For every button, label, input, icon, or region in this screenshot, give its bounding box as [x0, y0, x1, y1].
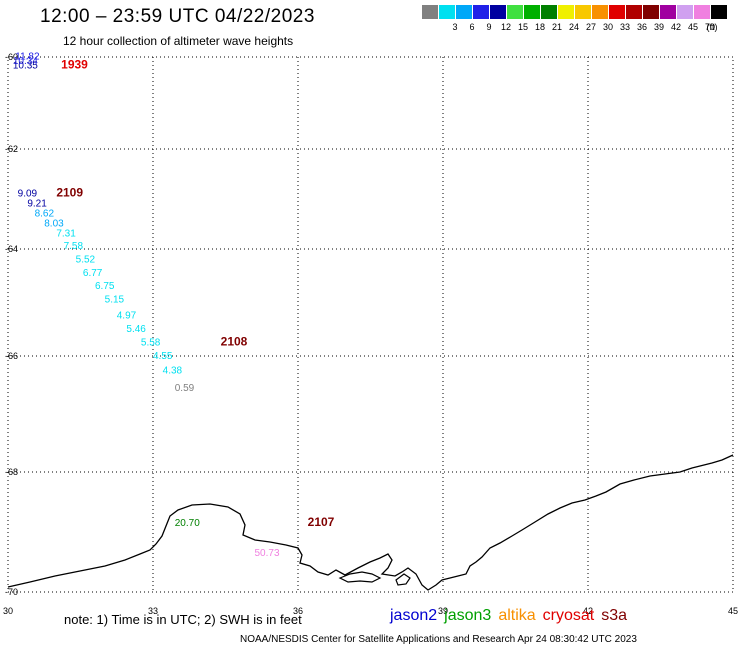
units-note: note: 1) Time is in UTC; 2) SWH is in fe… — [64, 612, 302, 627]
scale-swatch — [694, 5, 710, 19]
lon-tick-label: 42 — [583, 606, 593, 616]
lat-tick-label: -70 — [5, 587, 18, 597]
scale-label: 18 — [534, 22, 545, 32]
map-subtitle: 12 hour collection of altimeter wave hei… — [63, 34, 294, 48]
wave-height-label: 11.82 — [15, 51, 40, 62]
pass-time-label: 2107 — [308, 515, 335, 529]
wave-height-label: 9.21 — [27, 199, 47, 210]
island-outline — [338, 571, 382, 583]
wave-height-label: 10.35 — [13, 61, 38, 72]
pass-time-label: 2109 — [56, 186, 83, 200]
scale-label: 12 — [500, 22, 511, 32]
scale-swatch — [456, 5, 472, 19]
wave-height-label: 5.46 — [126, 324, 146, 335]
satellite-legend: jason2 jason3 altika cryosat s3a — [390, 607, 634, 625]
scale-swatch — [490, 5, 506, 19]
satellite-name: altika — [498, 607, 536, 624]
wave-height-label: 8.62 — [35, 209, 55, 220]
pass-time-label: 2108 — [221, 334, 248, 348]
wave-height-label: 7.31 — [56, 229, 76, 240]
scale-swatch — [507, 5, 523, 19]
scale-label: 70 — [704, 22, 715, 32]
map-frame — [7, 56, 734, 593]
wave-height-label: 5.52 — [76, 254, 96, 265]
wave-height-label: 9.09 — [18, 189, 38, 200]
scale-swatch — [422, 5, 438, 19]
pass-time-labels: 1939 2109 2108 2107 — [56, 58, 334, 530]
scale-swatch — [558, 5, 574, 19]
credit-line: NOAA/NESDIS Center for Satellite Applica… — [240, 634, 637, 645]
scale-label: 21 — [551, 22, 562, 32]
lat-tick-label: -64 — [5, 244, 18, 254]
coastline — [7, 454, 734, 591]
scale-label: 3 — [452, 22, 458, 32]
scale-swatch — [677, 5, 693, 19]
wave-height-label: 20.70 — [175, 518, 200, 529]
pass-time-label: 1939 — [61, 58, 88, 72]
lon-tick-label: 45 — [728, 606, 738, 616]
satellite-name: jason3 — [444, 607, 492, 624]
wave-height-label: 10.34 — [13, 56, 38, 67]
wave-height-label: 50.73 — [255, 548, 280, 559]
wave-height-label: 4.97 — [117, 311, 137, 322]
lat-tick-label: -62 — [5, 144, 18, 154]
scale-label: 36 — [636, 22, 647, 32]
scale-label: 39 — [653, 22, 664, 32]
satellite-name: cryosat — [542, 607, 595, 624]
axis-tick-labels: 30 33 36 39 42 45 -60 -62 -64 -66 -68 -70 — [3, 52, 738, 616]
coastline-path — [7, 454, 734, 591]
wave-height-label: 8.03 — [44, 219, 64, 230]
scale-label: 30 — [602, 22, 613, 32]
wave-height-label: 4.55 — [153, 351, 173, 362]
wave-height-label: 5.15 — [105, 295, 125, 306]
satellite-name: s3a — [601, 607, 628, 624]
lon-tick-label: 33 — [148, 606, 158, 616]
wave-height-label: 4.38 — [163, 365, 183, 376]
scale-label: 45 — [687, 22, 698, 32]
scale-label: 42 — [670, 22, 681, 32]
island-outline — [395, 573, 411, 586]
scale-label: 33 — [619, 22, 630, 32]
scale-label: 9 — [486, 22, 492, 32]
scale-swatch — [473, 5, 489, 19]
satellite-name: jason2 — [390, 607, 438, 624]
scale-label: 6 — [469, 22, 475, 32]
wave-height-label: 6.75 — [95, 281, 115, 292]
lon-tick-label: 39 — [438, 606, 448, 616]
lat-tick-label: -68 — [5, 467, 18, 477]
wave-height-label: 0.59 — [175, 383, 195, 394]
scale-swatch — [592, 5, 608, 19]
scale-label: 24 — [568, 22, 579, 32]
scale-label: 27 — [585, 22, 596, 32]
scale-swatch — [660, 5, 676, 19]
scale-swatch — [711, 5, 727, 19]
wave-height-label: 6.77 — [83, 268, 103, 279]
scale-swatch — [626, 5, 642, 19]
scale-swatch — [541, 5, 557, 19]
scale-swatch — [575, 5, 591, 19]
scale-swatch — [609, 5, 625, 19]
wave-height-label: 5.58 — [141, 337, 161, 348]
wave-height-label: 7.58 — [64, 241, 84, 252]
scale-swatch — [439, 5, 455, 19]
map-title: 12:00 – 23:59 UTC 04/22/2023 — [40, 6, 315, 27]
lat-tick-label: -66 — [5, 351, 18, 361]
lon-tick-label: 36 — [293, 606, 303, 616]
scale-unit: (ft) — [706, 22, 718, 32]
lat-lon-grid — [8, 57, 733, 592]
scale-swatch — [524, 5, 540, 19]
scale-label: 15 — [517, 22, 528, 32]
scale-swatch — [643, 5, 659, 19]
lat-tick-label: -60 — [5, 52, 18, 62]
lon-tick-label: 30 — [3, 606, 13, 616]
map-border — [7, 56, 734, 593]
